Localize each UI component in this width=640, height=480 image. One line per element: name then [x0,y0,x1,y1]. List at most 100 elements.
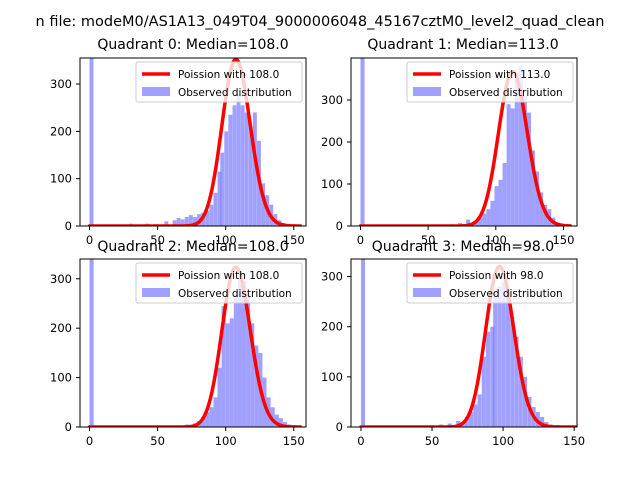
histogram-bar [518,356,523,427]
histogram-bar [240,105,245,226]
histogram-bar [477,394,482,427]
histogram-bar [540,416,545,427]
legend-label-poisson: Poission with 108.0 [178,270,279,282]
histogram-bar [502,163,507,226]
axes-frame [79,258,307,428]
histogram-bar [522,95,527,226]
legend-box [406,61,574,103]
legend-label-poisson: Poission with 98.0 [449,270,544,282]
axes-frame [350,258,578,428]
legend-label-observed: Observed distribution [178,87,292,99]
histogram-bar [246,293,251,427]
histogram-bar [261,183,266,226]
histogram-bar [164,221,169,226]
histogram-bar [501,281,506,427]
histogram-bar [543,205,548,226]
histogram-bar [478,217,483,226]
histogram-bar [184,217,189,226]
y-tick-label: 200 [50,321,72,335]
x-tick-label: 50 [150,233,165,247]
x-tick-label: 0 [86,233,93,247]
histogram-bar [494,186,499,226]
histogram-bar [201,417,206,427]
subplot-title: Quadrant 3: Median=98.0 [372,239,554,255]
histogram-bar [248,126,253,226]
legend-box [135,61,303,103]
histogram-bar [250,323,255,427]
histogram-bar [486,209,491,226]
histogram-bar [464,416,469,427]
y-tick-label: 100 [321,370,343,384]
legend-label-poisson: Poission with 108.0 [178,69,279,81]
histogram-bar [510,108,515,226]
x-tick-label: 50 [421,233,436,247]
histogram-bar [526,112,531,226]
histogram-bar [518,66,523,226]
x-tick-label: 150 [283,233,305,247]
histogram-bar [522,376,528,427]
y-tick-label: 0 [336,420,343,434]
histogram-bar [539,192,544,226]
histogram-bar [527,396,532,427]
legend-bar-swatch [142,288,170,297]
x-tick-label: 0 [86,434,93,448]
x-tick-label: 0 [357,434,364,448]
histogram-bar [481,356,486,427]
histogram-bar [466,219,471,226]
x-tick-label: 100 [492,434,514,448]
x-tick-label: 150 [283,434,305,448]
histogram-bar [209,204,214,226]
subplot-title: Quadrant 1: Median=113.0 [367,37,558,53]
poisson-curve-group [359,264,577,427]
histogram-bar [242,281,247,427]
legend-box [135,262,303,304]
y-tick-label: 0 [65,219,72,233]
y-tick-label: 300 [50,272,72,286]
histogram-bar [176,217,181,226]
histogram-bar [490,200,495,226]
histogram-bar [514,336,519,427]
histogram-bar [188,215,193,226]
histogram-bar [514,76,519,226]
histogram-bar [490,326,495,427]
subplot-quadrant-2: 0 50 100 150 0 100 200 300 Poission with 108.0 Ob… [50,239,307,448]
histogram-bar [224,131,229,226]
histogram-bar [498,179,503,226]
legend-bar-swatch [413,87,441,96]
legend-box [406,262,574,304]
y-tick-label: 300 [321,93,343,107]
histogram-bar [172,220,177,226]
histogram-bar [205,210,210,226]
x-tick-label: 50 [150,434,165,448]
histogram-bar [474,221,479,226]
poisson-curve-group [87,265,303,427]
x-tick-label: 100 [215,434,237,448]
histogram-bar [493,291,498,427]
histogram-bar [213,397,218,427]
histogram-bar [530,150,536,226]
histogram-bar [360,259,366,427]
histogram-bar [274,414,279,427]
x-tick-label: 50 [425,434,440,448]
histogram-bar [229,318,234,427]
y-tick-label: 100 [50,371,72,385]
histogram-bar [505,289,511,427]
subplot-title: Quadrant 0: Median=108.0 [97,37,288,53]
histogram-bar [232,105,237,226]
y-tick-label: 200 [50,124,72,138]
x-tick-label: 0 [357,233,364,247]
histogram-bar [193,217,197,226]
figure-suptitle: n file: modeM0/AS1A13_049T04_9000006048_… [36,14,605,30]
histogram-bar [486,331,491,427]
y-tick-label: 0 [65,420,72,434]
histogram-bar [497,286,502,427]
x-tick-label: 100 [215,233,237,247]
histogram-bar [217,367,222,427]
x-tick-label: 150 [563,434,585,448]
poisson-curve [87,58,303,226]
histogram-bar [89,58,94,226]
legend-label-observed: Observed distribution [178,288,292,300]
histogram-bar [482,213,487,226]
histogram-bar [237,278,243,427]
